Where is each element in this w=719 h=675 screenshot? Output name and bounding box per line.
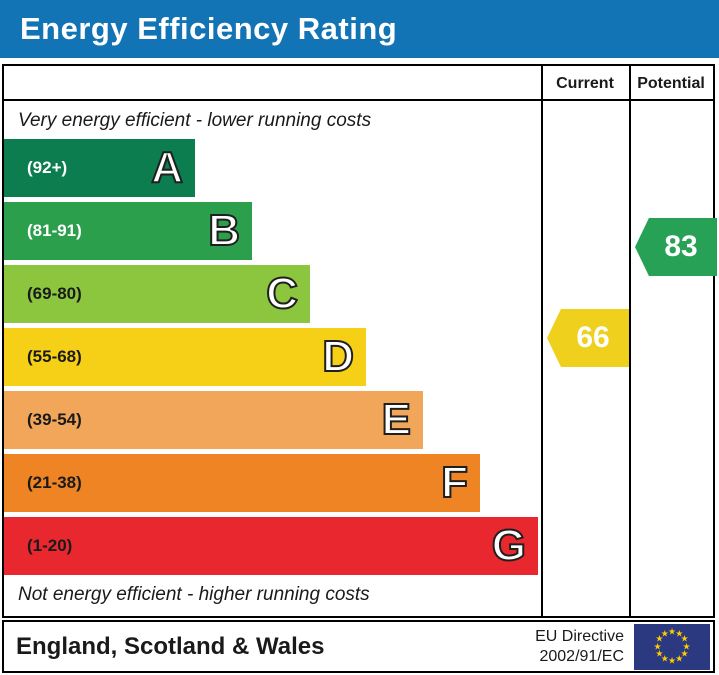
bottom-note: Not energy efficient - higher running co… — [18, 584, 370, 605]
eu-flag-star-icon: ★ — [655, 633, 664, 644]
current-rating-value: 66 — [576, 321, 610, 354]
band-range-label: (55-68) — [27, 347, 82, 366]
eu-directive-line2: 2002/91/EC — [539, 647, 624, 665]
page-title: Energy Efficiency Rating — [20, 11, 398, 46]
band-letter: A — [150, 143, 184, 192]
band-letter: D — [321, 332, 355, 381]
eu-flag-star-icon: ★ — [682, 641, 691, 651]
eu-flag-star-icon: ★ — [653, 641, 662, 651]
band-range-label: (69-80) — [27, 284, 82, 303]
potential-column-header: Potential — [637, 74, 705, 92]
table-header-row — [4, 66, 713, 101]
current-column — [541, 66, 629, 616]
chart-frame: Current Potential Very energy efficient … — [2, 64, 717, 618]
top-note: Very energy efficient - lower running co… — [18, 110, 372, 131]
rating-band: (55-68) D — [4, 328, 366, 386]
rating-band: (21-38) F — [4, 454, 480, 512]
band-range-label: (1-20) — [27, 536, 73, 555]
current-rating-marker: 66 — [547, 309, 629, 367]
eu-flag-star-icon: ★ — [667, 655, 677, 666]
band-range-label: (21-38) — [27, 473, 82, 492]
region-label: England, Scotland & Wales — [16, 632, 325, 660]
eu-directive-label: EU Directive 2002/91/EC — [535, 627, 624, 667]
band-letter: F — [440, 458, 469, 507]
band-range-label: (81-91) — [27, 221, 82, 240]
footer: England, Scotland & Wales EU Directive 2… — [2, 620, 715, 673]
eu-flag-star-icon: ★ — [660, 628, 669, 639]
band-letter: E — [381, 395, 412, 444]
current-column-header: Current — [556, 74, 614, 92]
eu-flag-star-icon: ★ — [680, 633, 689, 644]
band-range-label: (39-54) — [27, 410, 82, 429]
band-range-label: (92+) — [27, 158, 68, 177]
rating-band: (81-91) B — [4, 202, 252, 260]
eu-flag-star-icon: ★ — [660, 653, 669, 664]
eu-flag-star-icon: ★ — [675, 653, 684, 664]
band-letter: G — [491, 521, 527, 570]
potential-rating-value: 83 — [664, 230, 698, 263]
band-letter: B — [207, 206, 241, 255]
rating-band: (92+) A — [4, 139, 195, 197]
potential-column — [629, 66, 713, 616]
eu-flag-star-icon: ★ — [675, 628, 684, 639]
rating-band: (1-20) G — [4, 517, 538, 575]
eu-flag-star-icon: ★ — [667, 626, 677, 637]
rating-band: (69-80) C — [4, 265, 310, 323]
band-letter: C — [265, 269, 299, 318]
eu-flag-star-icon: ★ — [655, 648, 664, 659]
potential-rating-marker: 83 — [635, 218, 717, 276]
rating-band: (39-54) E — [4, 391, 423, 449]
eu-flag-icon: ★ ★ ★ ★ ★ ★ ★ ★ ★ ★ ★ ★ — [634, 623, 710, 670]
eu-directive-line1: EU Directive — [535, 627, 624, 645]
rating-bands: (92+) A (81-91) B (69-80) C (55-68) D (3… — [4, 139, 541, 580]
eu-flag-star-icon: ★ — [680, 648, 689, 659]
title-bar: Energy Efficiency Rating — [0, 0, 719, 58]
